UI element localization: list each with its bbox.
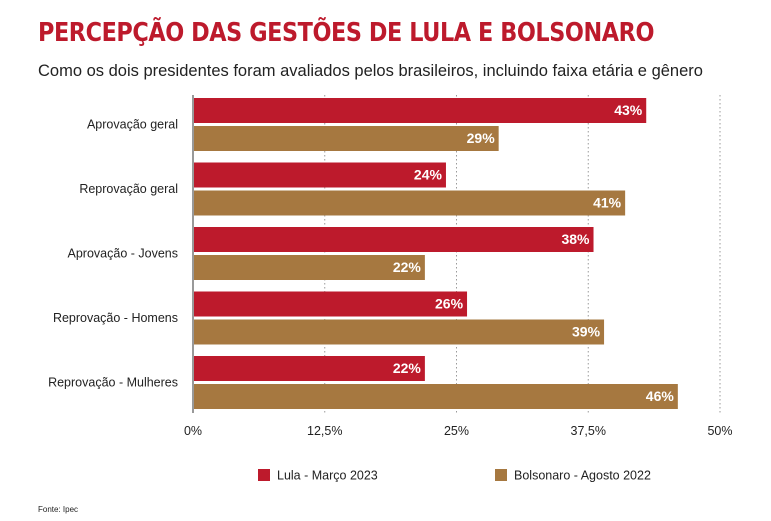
bar-lula bbox=[194, 98, 647, 123]
legend-label: Bolsonaro - Agosto 2022 bbox=[514, 468, 651, 482]
legend-swatch-lula bbox=[258, 469, 270, 481]
legend-label: Lula - Março 2023 bbox=[277, 468, 378, 482]
bar-bolsonaro bbox=[194, 255, 425, 280]
chart-title: PERCEPÇÃO DAS GESTÕES DE LULA E BOLSONAR… bbox=[38, 18, 655, 48]
bars: 43% 24% 38% 26% 22% 29% 41% 22% 39% 46% bbox=[194, 98, 678, 409]
data-label: 22% bbox=[393, 259, 422, 275]
category-labels: Aprovação geral Reprovação geral Aprovação… bbox=[48, 117, 178, 389]
category-label: Aprovação geral bbox=[87, 117, 178, 131]
x-tick-label: 12,5% bbox=[307, 424, 342, 438]
data-label: 22% bbox=[393, 360, 422, 376]
legend-swatch-bolsonaro bbox=[495, 469, 507, 481]
source-note: Fonte: Ipec bbox=[38, 505, 79, 514]
bar-bolsonaro bbox=[194, 190, 626, 216]
bar-lula bbox=[194, 227, 594, 252]
data-label: 43% bbox=[614, 102, 643, 118]
data-label: 24% bbox=[414, 167, 443, 183]
bar-bolsonaro bbox=[194, 384, 678, 409]
data-label: 46% bbox=[646, 388, 675, 404]
x-tick-label: 50% bbox=[707, 424, 732, 438]
x-tick-label: 25% bbox=[444, 424, 469, 438]
category-label: Reprovação geral bbox=[79, 182, 178, 196]
data-label: 41% bbox=[593, 195, 622, 211]
data-label: 39% bbox=[572, 324, 601, 340]
bar-chart: Aprovação geral Reprovação geral Aprovação… bbox=[48, 95, 733, 482]
bar-bolsonaro bbox=[194, 126, 499, 151]
chart-subtitle: Como os dois presidentes foram avaliados… bbox=[38, 62, 703, 80]
bar-lula bbox=[194, 291, 468, 317]
data-label: 38% bbox=[561, 231, 590, 247]
x-tick-label: 0% bbox=[184, 424, 202, 438]
legend: Lula - Março 2023 Bolsonaro - Agosto 2022 bbox=[258, 468, 651, 482]
bar-lula bbox=[194, 162, 446, 188]
category-label: Aprovação - Jovens bbox=[68, 246, 178, 260]
bar-lula bbox=[194, 356, 425, 381]
data-label: 29% bbox=[467, 130, 496, 146]
bar-bolsonaro bbox=[194, 319, 605, 345]
x-tick-labels: 0% 12,5% 25% 37,5% 50% bbox=[184, 424, 733, 438]
x-tick-label: 37,5% bbox=[571, 424, 606, 438]
category-label: Reprovação - Mulheres bbox=[48, 375, 178, 389]
data-label: 26% bbox=[435, 296, 464, 312]
category-label: Reprovação - Homens bbox=[53, 311, 178, 325]
